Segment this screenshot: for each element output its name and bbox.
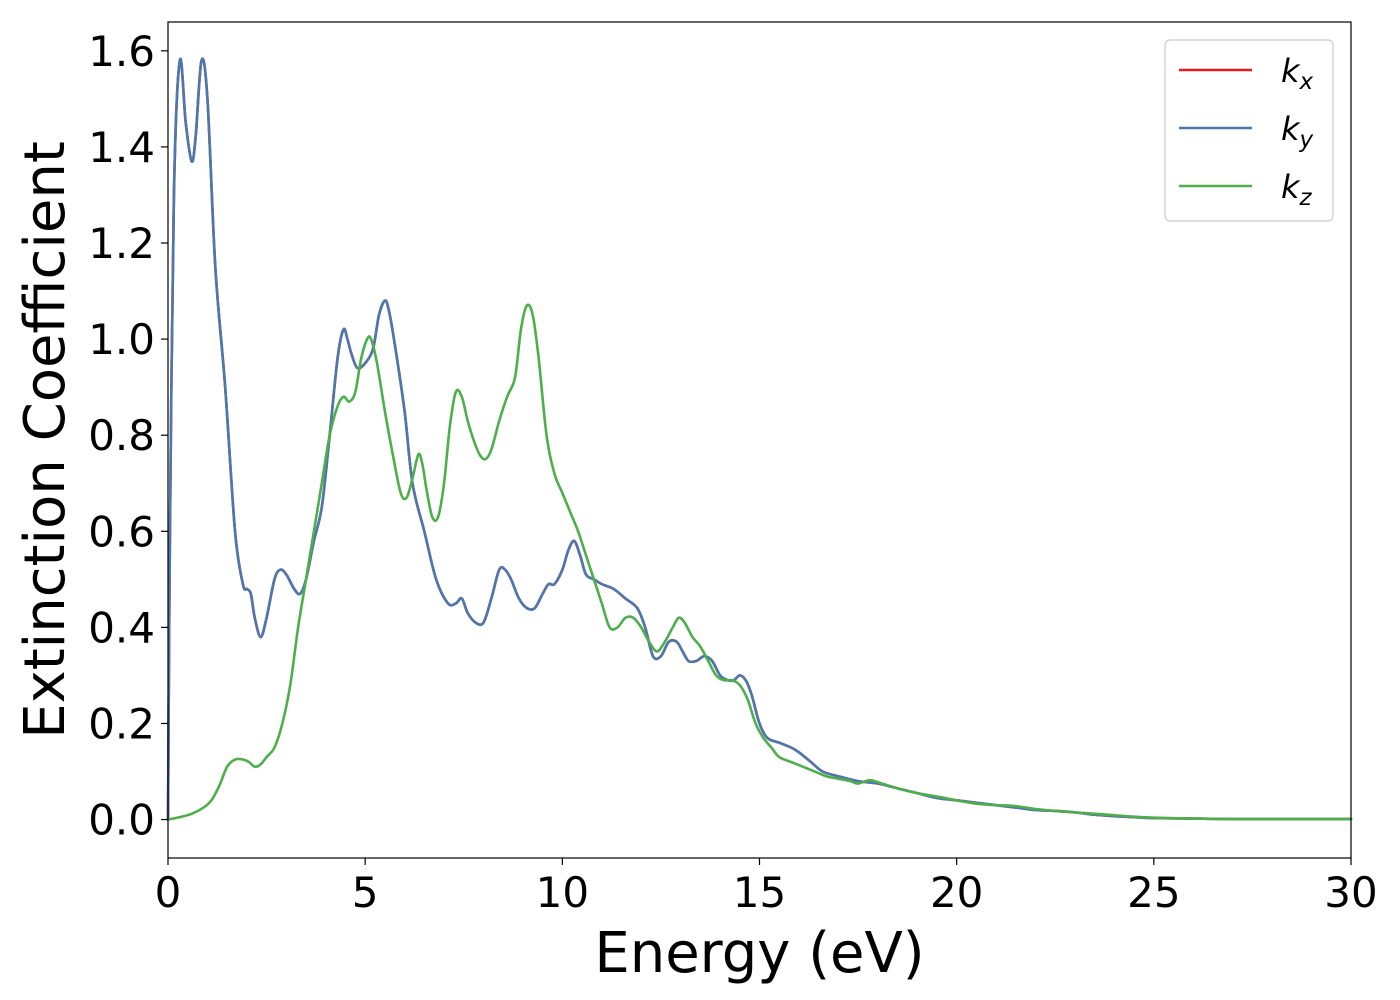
y-tick-label: 0.4 [88,603,155,652]
y-tick-label: 0.8 [88,411,155,460]
series-line-kz [166,303,1353,821]
legend-subscript: x [1299,69,1314,95]
y-axis-title: Extinction Coefficient [13,141,78,739]
y-tick-label: 1.0 [88,315,155,364]
x-tick-label: 20 [930,868,983,917]
x-tick-label: 0 [155,868,182,917]
x-tick-label: 5 [352,868,379,917]
x-tick-label: 25 [1127,868,1180,917]
series-layer [166,57,1353,821]
legend-box [1164,39,1334,222]
x-tick-label: 10 [536,868,589,917]
y-tick-label: 0.6 [88,507,155,556]
x-tick-label: 30 [1324,868,1377,917]
y-tick-label: 1.2 [88,219,155,268]
y-tick-label: 0.2 [88,699,155,748]
legend-subscript: z [1299,185,1313,211]
y-tick-label: 0.0 [88,796,155,845]
y-axis: 0.0 0.2 0.4 0.6 0.8 1.0 1.2 1.4 1.6 [88,27,168,845]
series-line-ky [166,57,1353,821]
x-axis: 0 5 10 15 20 25 30 [155,858,1378,917]
x-axis-title: Energy (eV) [594,921,924,986]
legend-subscript: y [1299,127,1314,153]
x-tick-label: 15 [733,868,786,917]
y-tick-label: 1.6 [88,27,155,76]
y-tick-label: 1.4 [88,123,155,172]
